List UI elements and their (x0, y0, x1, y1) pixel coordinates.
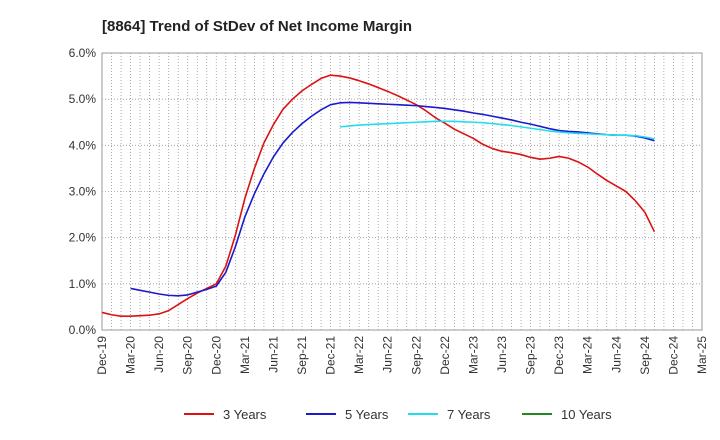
chart-title: [8864] Trend of StDev of Net Income Marg… (102, 18, 412, 35)
legend-item: 5 Years (306, 407, 389, 422)
legend-label: 5 Years (345, 407, 389, 422)
x-tick-label: Sep-20 (181, 336, 195, 375)
legend-label: 10 Years (561, 407, 612, 422)
y-tick-label: 2.0% (69, 231, 97, 245)
x-tick-label: Mar-20 (124, 336, 138, 374)
series-line-5-years (130, 101, 655, 297)
x-tick-label: Dec-21 (324, 336, 338, 375)
legend-label: 7 Years (447, 407, 491, 422)
x-tick-label: Jun-21 (266, 336, 280, 373)
x-tick-label: Sep-22 (409, 336, 423, 375)
legend: 3 Years 5 Years 7 Years 10 Years (184, 407, 612, 422)
y-tick-label: 6.0% (69, 46, 97, 60)
x-tick-label: Jun-20 (152, 336, 166, 373)
x-tick-label: Sep-23 (524, 336, 538, 375)
legend-label: 3 Years (223, 407, 267, 422)
y-tick-label: 3.0% (69, 185, 97, 199)
x-tick-label: Mar-23 (466, 336, 480, 374)
x-tick-label: Sep-21 (295, 336, 309, 375)
series-line-3-years (101, 74, 656, 317)
x-tick-label: Sep-24 (638, 336, 652, 375)
y-tick-label: 5.0% (69, 92, 97, 106)
x-tick-label: Mar-22 (352, 336, 366, 374)
x-tick-label: Dec-23 (552, 336, 566, 375)
x-tick-label: Jun-23 (495, 336, 509, 373)
grid (101, 52, 703, 331)
y-tick-label: 1.0% (69, 277, 97, 291)
series-layer (101, 74, 656, 317)
x-tick-label: Mar-25 (695, 336, 709, 374)
x-tick-label: Jun-22 (381, 336, 395, 373)
x-tick-label: Dec-24 (666, 336, 680, 375)
y-tick-label: 0.0% (69, 323, 97, 337)
legend-item: 7 Years (408, 407, 491, 422)
x-tick-label: Dec-20 (209, 336, 223, 375)
x-tick-label: Dec-19 (95, 336, 109, 375)
legend-item: 3 Years (184, 407, 267, 422)
x-tick-label: Mar-21 (238, 336, 252, 374)
axes: 0.0% 1.0% 2.0% 3.0% 4.0% 5.0% 6.0% Dec-19 Mar-20… (69, 46, 709, 375)
legend-item: 10 Years (522, 407, 612, 422)
x-tick-label: Mar-24 (581, 336, 595, 374)
series-line-7-years (340, 120, 655, 140)
x-tick-label: Dec-22 (438, 336, 452, 375)
x-tick-label: Jun-24 (609, 336, 623, 373)
y-tick-label: 4.0% (69, 138, 97, 152)
